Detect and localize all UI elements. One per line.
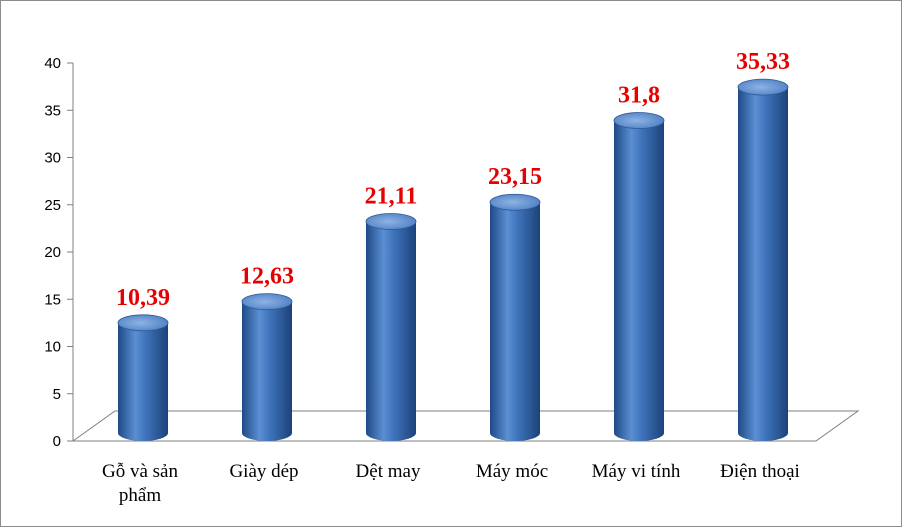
category-label: Gỗ và sản phẩm — [102, 461, 178, 506]
bar-body — [242, 301, 292, 441]
bar-top — [737, 78, 789, 96]
bar: 23,15 — [488, 164, 542, 441]
value-label: 35,33 — [736, 49, 790, 75]
y-tick-label: 30 — [44, 150, 61, 167]
category-label: Giày dép — [229, 461, 298, 482]
bar: 10,39 — [116, 285, 170, 441]
bar-body — [118, 322, 168, 441]
bar: 12,63 — [240, 264, 294, 441]
category-label: Máy móc — [476, 461, 548, 482]
bar-top — [241, 293, 293, 311]
bar: 35,33 — [736, 49, 790, 441]
value-label: 31,8 — [618, 82, 660, 108]
x-axis-labels: Gỗ và sản phẩm Giày dép Dệt may Máy móc Máy v… — [102, 461, 800, 506]
bar-top — [613, 112, 665, 129]
y-axis: 0 5 10 15 20 25 30 35 40 — [44, 55, 74, 450]
bar-body — [738, 87, 788, 441]
bar-top — [117, 314, 169, 332]
y-tick-label: 10 — [44, 339, 61, 356]
value-label: 23,15 — [488, 164, 542, 190]
y-tick-label: 35 — [44, 102, 61, 119]
y-tick-label: 20 — [44, 244, 61, 261]
bar-body — [614, 120, 664, 442]
y-tick-label: 25 — [44, 197, 61, 214]
y-tick-label: 40 — [44, 55, 61, 72]
y-tick-label: 15 — [44, 291, 61, 308]
category-label: Điện thoại — [720, 461, 800, 482]
category-label: Dệt may — [356, 461, 421, 482]
bar-top — [365, 213, 417, 230]
category-label: Máy vi tính — [592, 461, 681, 482]
bar: 31,8 — [613, 82, 665, 442]
bar-body — [366, 221, 416, 441]
bar-top — [489, 193, 541, 211]
value-label: 12,63 — [240, 264, 294, 290]
bar-series: 10,39 12,63 21,11 23,15 31,8 35,33 — [116, 49, 790, 442]
y-tick-label: 0 — [53, 433, 61, 450]
y-tick-label: 5 — [53, 386, 61, 403]
value-label: 21,11 — [365, 184, 418, 210]
value-label: 10,39 — [116, 285, 170, 311]
bar: 21,11 — [365, 184, 418, 441]
bar-body — [490, 202, 540, 441]
